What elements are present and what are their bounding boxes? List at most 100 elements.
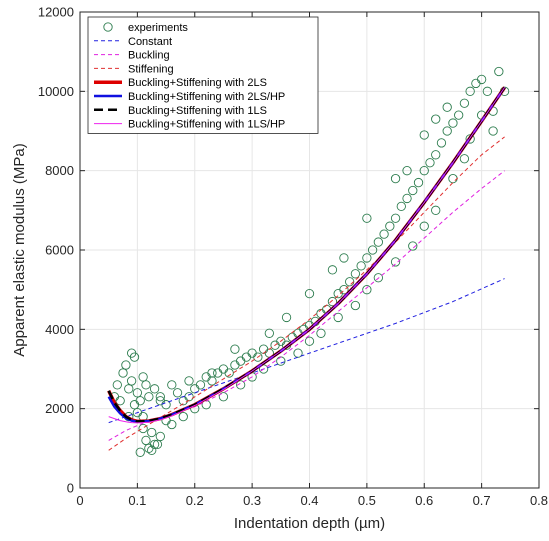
y-tick-label: 12000 (38, 5, 74, 20)
data-point (167, 419, 177, 430)
data-point (356, 261, 366, 271)
data-point (126, 348, 137, 358)
y-tick-label: 8000 (45, 163, 74, 178)
data-point (155, 431, 165, 442)
data-point (304, 336, 315, 346)
data-point (184, 392, 194, 402)
data-point (419, 130, 429, 140)
data-point (149, 384, 160, 394)
x-tick-label: 0 (76, 493, 83, 508)
ticks: 0 0.1 0.2 0.3 0.4 0.5 0.6 0.7 0.8 0 2000 4000 6000 80… (38, 5, 548, 509)
legend-marker (103, 22, 113, 32)
data-point (141, 435, 151, 446)
data-point (207, 376, 217, 386)
data-point (333, 312, 343, 323)
data-point (155, 392, 165, 402)
legend-label: Buckling (128, 50, 170, 62)
data-point (316, 328, 326, 338)
data-point (172, 388, 183, 398)
data-point (144, 392, 154, 402)
data-point (115, 396, 125, 406)
x-axis-title: Indentation depth (µm) (234, 515, 385, 532)
data-point (436, 138, 447, 148)
data-point (124, 384, 134, 394)
data-point (253, 352, 263, 362)
y-axis-title: Apparent elastic modulus (MPa) (11, 143, 28, 356)
data-point (118, 368, 128, 378)
data-point (304, 288, 315, 299)
legend-label: Constant (128, 36, 172, 48)
data-point (448, 118, 458, 128)
data-point (402, 166, 412, 176)
data-point (419, 221, 429, 231)
data-point (396, 201, 406, 212)
legend-label: Buckling+Stiffening with 2LS (128, 77, 267, 89)
data-point (465, 86, 475, 96)
data-point (167, 380, 177, 390)
data-point (367, 245, 378, 255)
data-point (350, 269, 361, 279)
data-point (327, 296, 338, 307)
data-point (362, 253, 372, 263)
data-point (413, 177, 424, 188)
y-tick-label: 10000 (38, 84, 74, 99)
data-point (454, 110, 464, 120)
legend-label: Buckling+Stiffening with 1LS (128, 105, 267, 117)
data-point (138, 372, 148, 382)
data-point (459, 154, 470, 164)
data-point (152, 439, 163, 450)
data-point (230, 344, 240, 354)
y-tick-label: 6000 (45, 243, 74, 258)
data-point (476, 74, 487, 85)
data-point (327, 265, 338, 275)
data-point (178, 411, 188, 422)
x-tick-label: 0.3 (243, 493, 261, 508)
data-point (147, 445, 157, 455)
x-tick-label: 0.8 (530, 493, 548, 508)
series-line (108, 278, 505, 424)
y-tick-label: 4000 (45, 322, 74, 337)
data-point (408, 241, 418, 251)
data-point (425, 158, 435, 168)
x-tick-label: 0.5 (358, 493, 376, 508)
data-point (339, 253, 349, 263)
data-point (431, 205, 441, 215)
data-point (184, 376, 194, 386)
data-point (224, 368, 234, 378)
data-point (362, 213, 372, 223)
legend-label: Buckling+Stiffening with 2LS/HP (128, 91, 285, 103)
data-point (339, 285, 349, 295)
plot-area (107, 66, 510, 457)
legend-label: Stiffening (128, 63, 174, 75)
data-point (431, 150, 441, 160)
x-tick-label: 0.6 (415, 493, 433, 508)
data-point (408, 185, 418, 196)
data-point (138, 423, 148, 434)
x-tick-label: 0.4 (300, 493, 318, 508)
data-point (350, 300, 361, 311)
x-tick-label: 0.1 (128, 493, 146, 508)
data-point (488, 126, 498, 136)
data-point (149, 439, 160, 450)
legend-label: experiments (128, 22, 188, 34)
data-point (207, 368, 217, 378)
data-point (482, 86, 493, 96)
data-point (264, 328, 274, 338)
data-point (235, 380, 246, 390)
data-point (201, 400, 211, 410)
data-point (345, 277, 355, 287)
data-point (141, 380, 151, 390)
data-point (390, 213, 401, 223)
y-tick-label: 0 (67, 481, 74, 496)
data-point (218, 392, 229, 402)
data-point (373, 273, 383, 283)
data-point (362, 285, 372, 295)
data-point (402, 193, 412, 204)
data-point (390, 257, 401, 267)
data-point (293, 348, 303, 358)
data-point (373, 237, 383, 247)
data-point (442, 102, 452, 112)
x-tick-label: 0.7 (473, 493, 491, 508)
